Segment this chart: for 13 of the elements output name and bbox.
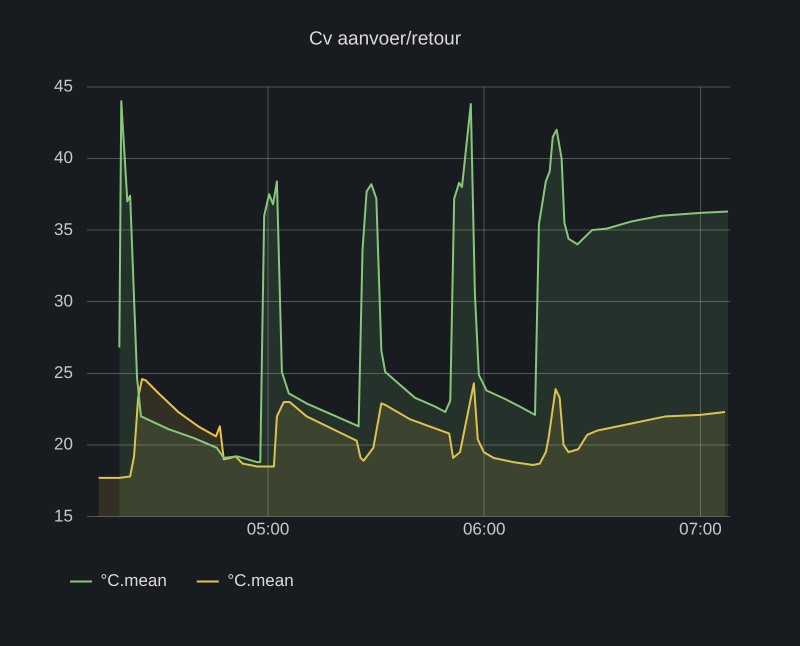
legend-label: °C.mean bbox=[100, 571, 167, 590]
chart-title: Cv aanvoer/retour bbox=[308, 28, 462, 50]
x-tick-label: 07:00 bbox=[679, 519, 722, 538]
y-tick-label: 35 bbox=[54, 220, 73, 239]
y-tick-label: 15 bbox=[54, 506, 73, 526]
y-tick-label: 45 bbox=[54, 76, 73, 96]
legend-label: °C.mean bbox=[227, 571, 294, 590]
y-tick-label: 30 bbox=[54, 291, 73, 310]
x-tick-label: 06:00 bbox=[462, 519, 506, 538]
x-tick-label: 05:00 bbox=[246, 519, 290, 538]
y-tick-label: 40 bbox=[54, 148, 73, 168]
y-tick-label: 20 bbox=[54, 434, 73, 454]
y-tick-label: 25 bbox=[54, 363, 73, 382]
